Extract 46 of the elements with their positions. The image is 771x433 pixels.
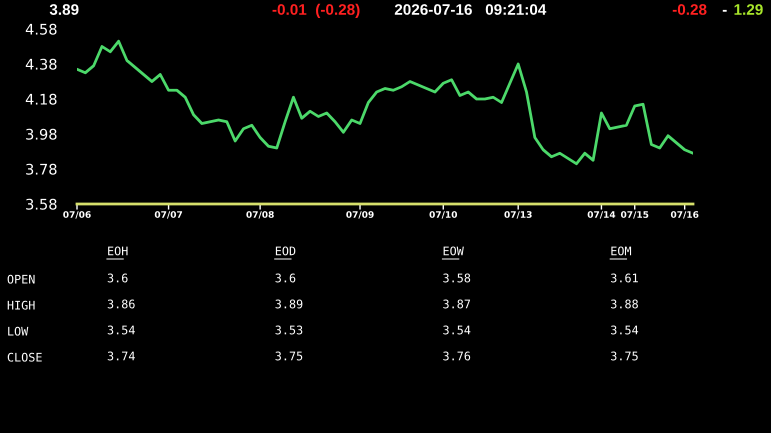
data-label: 3.53 [276,326,302,334]
x-tick-label: 07/10 [429,211,458,219]
y-tick-label: LOW [8,326,28,336]
data-label: 3.74 [108,352,135,360]
y-tick-label: 3.58 [26,198,57,210]
y-tick-label: HIGH [8,300,35,310]
text: - [722,10,727,12]
x-tick-label: EOH [108,246,128,256]
y-tick-label: 3.98 [26,128,57,140]
y-tick-label: OPEN [8,274,35,284]
y-tick-label: 4.38 [26,58,57,70]
x-tick-label: 07/06 [63,211,91,219]
data-label: 3.87 [443,300,470,308]
line-series [77,40,693,166]
y-tick-label: 4.18 [26,94,57,105]
data-label: 3.89 [276,300,302,308]
data-label: 3.58 [443,274,470,282]
data-label: 3.54 [611,326,638,334]
y-tick-label: CLOSE [8,352,42,362]
data-label: 3.6 [108,274,128,282]
text: -0.28 [672,4,707,15]
data-label: 3.54 [443,326,470,334]
data-label: 3.86 [108,300,135,308]
data-label: 3.88 [611,300,638,308]
text: 1.29 [734,4,763,15]
data-label: 3.76 [443,352,470,360]
x-tick-label: 07/13 [504,211,532,219]
x-tick-label: EOM [611,246,632,256]
x-tick-label: 07/08 [246,211,274,219]
y-tick-label: 3.78 [26,164,57,175]
y-tick-label: 4.58 [26,24,57,35]
x-tick-label: EOD [276,246,296,256]
x-tick-label: 07/16 [670,211,698,219]
x-tick-label: 07/07 [154,211,182,219]
x-tick-label: 07/15 [620,211,648,219]
data-label: 3.54 [108,326,135,334]
data-label: 3.61 [611,274,638,282]
x-tick-label: EOW [444,246,464,256]
data-label: 3.75 [276,352,302,360]
text: 3.89 [50,4,79,15]
x-tick-label: 07/14 [588,211,616,219]
text: -0.01 (-0.28) [272,4,360,18]
x-tick-label: 07/09 [346,211,374,219]
data-label: 3.6 [276,274,296,282]
text: 2026-07-16 09:21:04 [394,4,546,15]
data-label: 3.75 [611,352,638,360]
